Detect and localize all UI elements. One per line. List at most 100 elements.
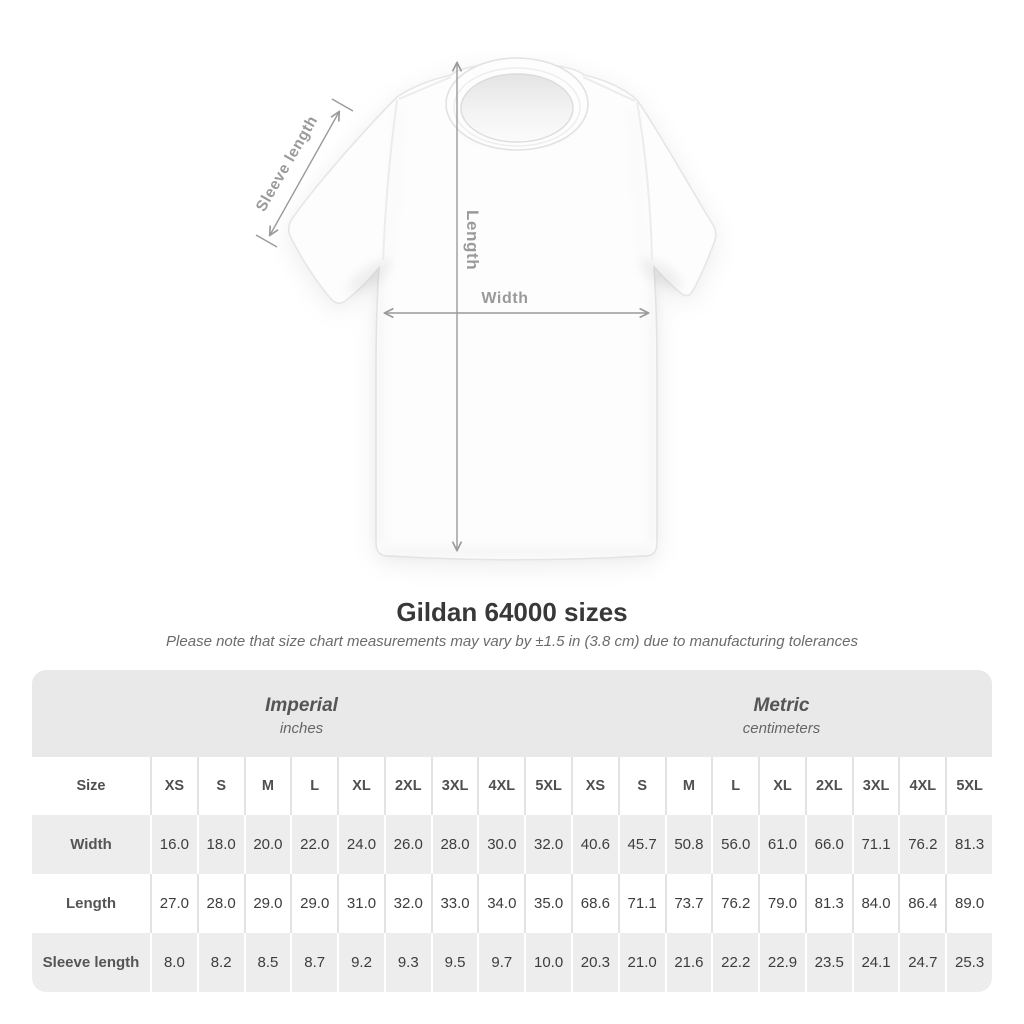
table-row-length: Length 27.0 28.0 29.0 29.0 31.0 32.0 33.… xyxy=(32,874,992,933)
measurement-cell: 86.4 xyxy=(898,874,945,933)
measurement-cell: 18.0 xyxy=(196,815,244,874)
measurement-cell: 71.1 xyxy=(617,874,665,933)
imperial-group: Imperial inches xyxy=(32,670,571,757)
size-header-cell: 4XL xyxy=(477,757,524,815)
measurement-cell: 8.7 xyxy=(290,933,337,992)
measurement-cell: 25.3 xyxy=(945,933,992,992)
measurement-cell: 76.2 xyxy=(898,815,945,874)
measurement-cell: 9.5 xyxy=(430,933,478,992)
measurement-cell: 79.0 xyxy=(758,874,805,933)
dimension-arrows xyxy=(255,63,648,550)
size-header-cell: 2XL xyxy=(804,757,852,815)
shirt-seams xyxy=(382,76,653,261)
measurement-cell: 61.0 xyxy=(758,815,805,874)
measurement-cell: 21.6 xyxy=(664,933,712,992)
measurement-cell: 45.7 xyxy=(617,815,665,874)
measurement-cell: 10.0 xyxy=(524,933,571,992)
sleeve-length-arrow xyxy=(270,112,339,235)
table-row-sleeve-length: Sleeve length 8.0 8.2 8.5 8.7 9.2 9.3 9.… xyxy=(32,933,992,992)
measurement-cell: 22.0 xyxy=(290,815,337,874)
row-label: Length xyxy=(66,895,116,912)
size-header-cell: XL xyxy=(758,757,805,815)
measurement-cell: 50.8 xyxy=(664,815,712,874)
measurement-cell: 24.1 xyxy=(851,933,899,992)
measurement-cell: 29.0 xyxy=(243,874,291,933)
measurement-cell: 28.0 xyxy=(196,874,244,933)
measurement-cell: 16.0 xyxy=(150,815,197,874)
sleeve-arrow-tick-top xyxy=(331,98,354,112)
size-header-cell: 2XL xyxy=(383,757,431,815)
size-header-cell: 5XL xyxy=(524,757,571,815)
size-header-cell: XS xyxy=(571,757,618,815)
table-row-width: Width 16.0 18.0 20.0 22.0 24.0 26.0 28.0… xyxy=(32,815,992,874)
measurement-cell: 66.0 xyxy=(804,815,852,874)
measurement-cell: 22.2 xyxy=(711,933,758,992)
measurement-cell: 71.1 xyxy=(851,815,899,874)
size-header-cell: L xyxy=(290,757,337,815)
length-label: Length xyxy=(463,210,482,270)
size-header-cell: 5XL xyxy=(945,757,992,815)
tshirt-shape xyxy=(287,57,717,561)
measurement-cell: 89.0 xyxy=(945,874,992,933)
tshirt-diagram: Length Width Sleeve length xyxy=(253,57,717,561)
size-header-cell: S xyxy=(196,757,244,815)
measurement-cell: 32.0 xyxy=(524,815,571,874)
size-header-cell: S xyxy=(617,757,665,815)
measurement-cell: 8.5 xyxy=(243,933,291,992)
size-header-cell: M xyxy=(243,757,291,815)
measurement-cell: 22.9 xyxy=(758,933,805,992)
measurement-cell: 27.0 xyxy=(150,874,197,933)
measurement-cell: 20.3 xyxy=(571,933,618,992)
row-label: Sleeve length xyxy=(42,954,140,971)
measurement-cell: 9.2 xyxy=(337,933,384,992)
size-header-cell: M xyxy=(664,757,712,815)
size-header-cell: 3XL xyxy=(851,757,899,815)
width-label: Width xyxy=(481,290,528,307)
measurement-cell: 8.2 xyxy=(196,933,244,992)
measurement-cell: 32.0 xyxy=(383,874,431,933)
measurement-cell: 76.2 xyxy=(711,874,758,933)
row-label: Width xyxy=(70,836,112,853)
metric-unit: centimeters xyxy=(742,719,821,737)
metric-group: Metric centimeters xyxy=(571,670,992,757)
unit-group-header: Imperial inches Metric centimeters xyxy=(32,670,992,757)
measurement-cell: 73.7 xyxy=(664,874,712,933)
metric-label: Metric xyxy=(753,694,810,716)
size-header-cell: XS xyxy=(150,757,197,815)
measurement-cell: 20.0 xyxy=(243,815,291,874)
page-title: Gildan 64000 sizes xyxy=(396,597,628,627)
measurement-cell: 9.3 xyxy=(383,933,431,992)
measurement-cell: 56.0 xyxy=(711,815,758,874)
imperial-unit: inches xyxy=(279,719,324,737)
measurement-cell: 84.0 xyxy=(851,874,899,933)
measurement-cell: 8.0 xyxy=(150,933,197,992)
sleeve-arrow-tick-bottom xyxy=(255,234,278,248)
imperial-label: Imperial xyxy=(265,694,338,716)
size-header-cell: L xyxy=(711,757,758,815)
measurement-cell: 26.0 xyxy=(383,815,431,874)
measurement-cell: 31.0 xyxy=(337,874,384,933)
measurement-cell: 28.0 xyxy=(430,815,478,874)
size-table: Imperial inches Metric centimeters Size … xyxy=(32,670,992,992)
size-header-row: Size XS S M L XL 2XL 3XL 4XL 5XL XS S M … xyxy=(32,757,992,815)
tshirt-illustration: Length Width Sleeve length xyxy=(253,57,717,561)
size-header-cell: XL xyxy=(337,757,384,815)
tolerance-note: Please note that size chart measurements… xyxy=(166,633,858,650)
measurement-cell: 29.0 xyxy=(290,874,337,933)
measurement-cell: 30.0 xyxy=(477,815,524,874)
measurement-cell: 81.3 xyxy=(945,815,992,874)
measurement-cell: 33.0 xyxy=(430,874,478,933)
size-header-cell: 4XL xyxy=(898,757,945,815)
measurement-cell: 21.0 xyxy=(617,933,665,992)
size-column-header: Size xyxy=(76,778,106,794)
measurement-cell: 24.7 xyxy=(898,933,945,992)
measurement-cell: 34.0 xyxy=(477,874,524,933)
measurement-cell: 23.5 xyxy=(804,933,852,992)
measurement-cell: 35.0 xyxy=(524,874,571,933)
measurement-cell: 40.6 xyxy=(571,815,618,874)
measurement-cell: 24.0 xyxy=(337,815,384,874)
measurement-cell: 81.3 xyxy=(804,874,852,933)
measurement-cell: 9.7 xyxy=(477,933,524,992)
measurement-cell: 68.6 xyxy=(571,874,618,933)
